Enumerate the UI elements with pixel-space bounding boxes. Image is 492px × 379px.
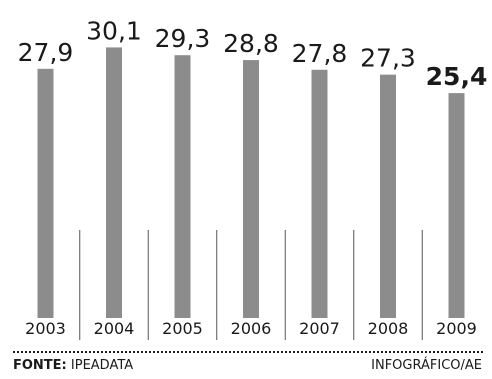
year-label-2003: 2003 (25, 319, 66, 338)
source-value: IPEADATA (66, 358, 134, 373)
year-labels: 2003 2004 2005 2006 2007 2008 2009 (25, 319, 477, 338)
value-label-2004: 30,1 (86, 16, 142, 45)
source-note: FONTE: IPEADATA (13, 358, 133, 373)
value-label-2008: 27,3 (360, 44, 416, 73)
column-separators (79, 230, 423, 340)
value-label-2003: 27,9 (18, 38, 74, 67)
footer-divider (13, 351, 483, 353)
year-label-2009: 2009 (436, 319, 477, 338)
bar-2003 (37, 68, 54, 318)
bar-2009 (448, 93, 465, 318)
year-label-2007: 2007 (299, 319, 340, 338)
year-label-2005: 2005 (162, 319, 203, 338)
source-label: FONTE: (13, 358, 67, 373)
bars (37, 47, 465, 319)
year-label-2008: 2008 (368, 319, 409, 338)
bar-2004 (106, 47, 122, 318)
value-label-2009: 25,4 (426, 62, 488, 91)
year-label-2004: 2004 (94, 319, 135, 338)
bar-2005 (174, 55, 191, 318)
value-label-2007: 27,8 (292, 39, 348, 68)
value-label-2006: 28,8 (223, 29, 279, 58)
bar-2008 (380, 74, 396, 318)
value-label-2005: 29,3 (155, 24, 211, 53)
bar-2006 (243, 60, 259, 319)
value-labels: 27,9 30,1 29,3 28,8 27,8 27,3 25,4 (18, 16, 488, 91)
year-label-2006: 2006 (231, 319, 272, 338)
bar-2007 (311, 69, 328, 318)
credit-note: INFOGRÁFICO/AE (371, 358, 482, 373)
